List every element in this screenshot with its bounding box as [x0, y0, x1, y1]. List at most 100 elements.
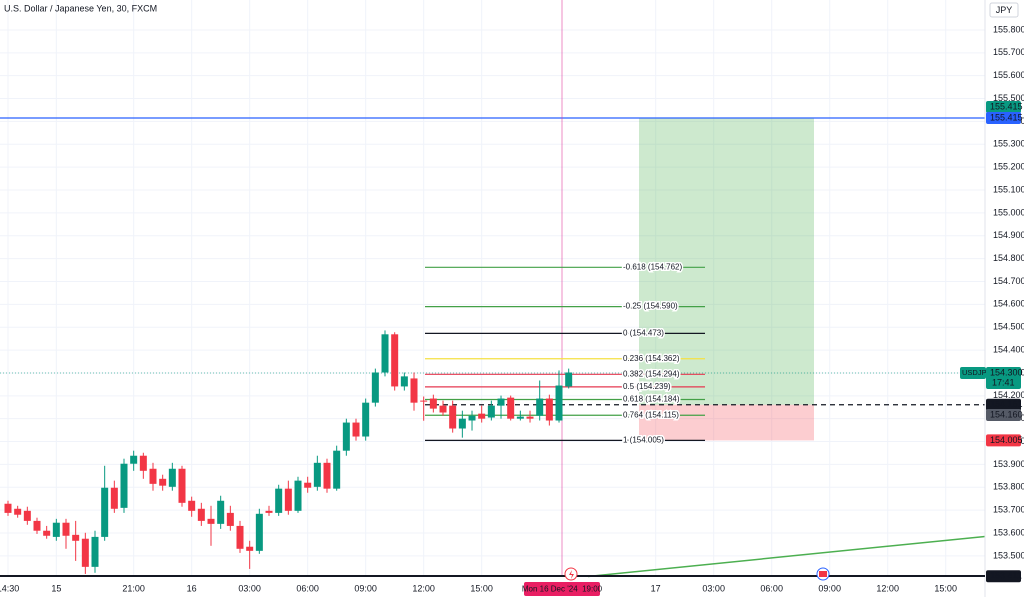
last-price-label: 154.300 [990, 367, 1023, 377]
candle-body [159, 478, 167, 486]
x-tick-label: 03:00 [238, 583, 261, 593]
trendline [587, 535, 986, 578]
x-tick-label: 17 [651, 583, 661, 593]
symbol-tag-label: USDJPY [962, 368, 992, 377]
fib-level-label: 0 (154.473) [623, 328, 664, 337]
price-tag-label: 154.160 [990, 409, 1023, 419]
candle-body [52, 522, 60, 537]
x-tick-label: 03:00 [702, 583, 725, 593]
candle-body [487, 405, 495, 418]
candle-body [23, 510, 31, 521]
price-tag [986, 398, 1021, 411]
fib-level-label: 1 (154.005) [623, 436, 664, 445]
x-tick-label: 21:00 [122, 583, 145, 593]
crosshair-time-label: Mon 16 Dec '24 19:00 [522, 585, 603, 594]
candle-body [468, 415, 476, 421]
y-tick-label: 155.100 [993, 184, 1024, 194]
loss-zone [639, 404, 814, 441]
candle-body [33, 520, 41, 531]
fib-level-label: -0.618 (154.762) [623, 262, 682, 271]
candle-body [139, 455, 147, 471]
candle-body [352, 422, 360, 437]
x-tick-label: 15 [51, 583, 61, 593]
candle-body [168, 468, 176, 487]
candle-body [478, 413, 486, 419]
flag-icon-body [819, 571, 827, 577]
price-tag [986, 100, 1021, 113]
candle-body [43, 530, 51, 536]
candle-body [516, 416, 524, 419]
price-tag-label: 155.415 [990, 101, 1023, 111]
x-tick-label: 15:00 [934, 583, 957, 593]
candle-body [4, 503, 12, 513]
price-tag-label: 155.415 [990, 112, 1023, 122]
candle-body [226, 512, 234, 526]
y-tick-label: 153.700 [993, 505, 1024, 515]
price-tag-label: 153.411 [990, 571, 1022, 581]
candle-body [391, 334, 399, 387]
candle-body [304, 482, 312, 488]
candle-body [371, 372, 379, 403]
candle-body [545, 398, 553, 421]
candle-body [555, 385, 563, 421]
y-tick-label: 155.000 [993, 207, 1024, 217]
y-tick-label: 154.900 [993, 230, 1024, 240]
candle-body [400, 376, 408, 387]
y-tick-label: 155.300 [993, 139, 1024, 149]
candle-body [439, 405, 447, 413]
x-tick-label: 15:00 [470, 583, 493, 593]
candle-body [120, 463, 128, 508]
candle-body [507, 397, 515, 419]
x-tick-label: 14:30 [0, 583, 19, 593]
candle-body [246, 546, 254, 551]
candle-body [381, 334, 389, 373]
candle-body [294, 480, 302, 511]
y-tick-label: 153.800 [993, 482, 1024, 492]
candle-body [458, 418, 466, 429]
candle-body [265, 510, 273, 513]
y-tick-label: 155.200 [993, 162, 1024, 172]
candle-body [62, 522, 70, 536]
countdown-label: 17:41 [992, 377, 1015, 387]
currency-button[interactable] [989, 2, 1019, 18]
y-tick-label: 155.600 [993, 70, 1024, 80]
y-tick-label: 154.500 [993, 322, 1024, 332]
candle-body [565, 372, 573, 387]
candle-body [236, 525, 244, 549]
symbol-tag [960, 366, 986, 379]
candle-body [178, 468, 186, 503]
candle-body [101, 487, 109, 537]
y-tick-label: 155.800 [993, 24, 1024, 34]
x-tick-label: 06:00 [760, 583, 783, 593]
candle-body [197, 508, 205, 521]
candle-body [342, 422, 350, 451]
price-tag-label: 154.161 [990, 399, 1023, 409]
price-tag [986, 111, 1021, 124]
candle-body [14, 508, 22, 515]
candle-body [323, 462, 331, 489]
x-tick-label: 12:00 [412, 583, 435, 593]
candle-body [91, 536, 99, 567]
currency-label[interactable]: JPY [996, 5, 1013, 15]
price-tag-label: 154.005 [990, 435, 1023, 445]
y-tick-label: 155.500 [993, 93, 1024, 103]
x-tick-label: 09:00 [818, 583, 841, 593]
y-tick-label: 153.500 [993, 550, 1024, 560]
crosshair-time-tag [524, 582, 600, 596]
fib-level-label: -0.25 (154.590) [623, 302, 678, 311]
candle-body [536, 398, 544, 416]
candle-body [149, 468, 157, 484]
y-tick-label: 154.600 [993, 299, 1024, 309]
candle-body [449, 405, 457, 429]
candle-body [275, 488, 283, 513]
price-tag [986, 408, 1021, 421]
grid [0, 0, 985, 576]
x-tick-label: 09:00 [354, 583, 377, 593]
candle-body [333, 450, 341, 489]
y-tick-label: 154.200 [993, 390, 1024, 400]
candle-body [217, 500, 225, 524]
x-tick-label: 16 [187, 583, 197, 593]
fib-level-label: 0.236 (154.362) [623, 354, 680, 363]
